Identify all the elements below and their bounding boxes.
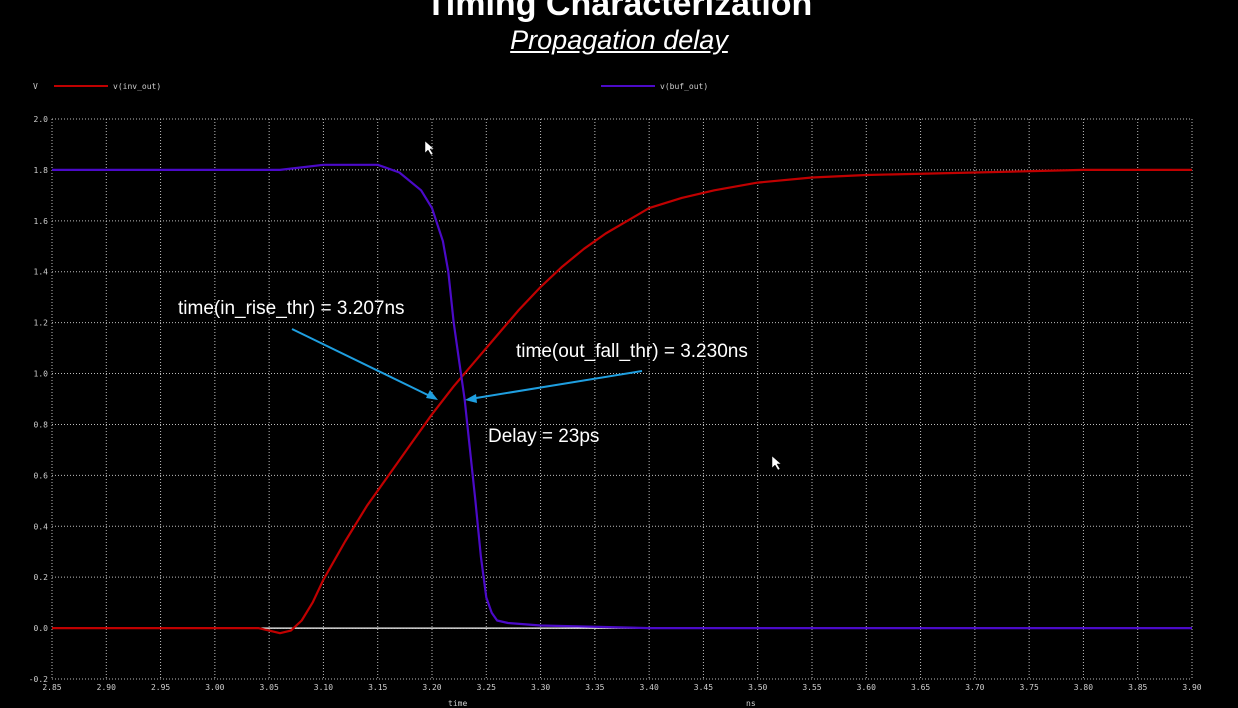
x-tick-label: 3.35 (585, 683, 604, 692)
mouse-cursor-icon (424, 140, 435, 156)
x-tick-label: 3.65 (911, 683, 930, 692)
x-tick-label: 3.60 (857, 683, 876, 692)
x-tick-label: 3.75 (1020, 683, 1039, 692)
annotation-arrowhead-out-fall (465, 394, 477, 403)
series-layer (52, 163, 1192, 635)
annotation-layer: time(in_rise_thr) = 3.207ns time(out_fal… (178, 298, 748, 447)
y-tick-label: 2.0 (34, 115, 49, 124)
x-tick-label: 3.85 (1128, 683, 1147, 692)
annotation-out-fall-thr: time(out_fall_thr) = 3.230ns (516, 341, 748, 362)
y-axis-label: V (33, 82, 38, 91)
y-tick-label: 1.8 (34, 166, 49, 175)
x-tick-label: 3.70 (965, 683, 984, 692)
grid (51, 118, 1193, 680)
x-tick-label: 3.00 (205, 683, 224, 692)
annotation-arrowhead-in-rise (426, 390, 438, 400)
annotation-arrow-out-fall (469, 370, 643, 400)
x-tick-label: 3.90 (1182, 683, 1201, 692)
x-tick-label: 3.45 (694, 683, 713, 692)
x-tick-label: 3.50 (748, 683, 767, 692)
y-tick-label: 0.4 (34, 522, 49, 531)
x-tick-label: 3.80 (1074, 683, 1093, 692)
x-axis-label: time (448, 699, 467, 708)
axis-ticks: 2.85 2.90 2.95 3.00 3.05 3.10 3.15 3.20 3.25 3.30… (29, 115, 1202, 692)
y-tick-label: 1.4 (34, 268, 49, 277)
x-tick-label: 2.85 (42, 683, 61, 692)
x-tick-label: 3.05 (260, 683, 279, 692)
y-tick-label: 0.8 (34, 420, 49, 429)
series-line-buf-out (52, 163, 1192, 630)
y-tick-label: 1.6 (34, 217, 49, 226)
annotation-in-rise-thr: time(in_rise_thr) = 3.207ns (178, 298, 405, 319)
legend-label-buf-out: v(buf_out) (660, 82, 708, 91)
mouse-cursor-icon-2 (771, 455, 782, 471)
x-axis-unit: ns (746, 699, 756, 708)
x-tick-label: 3.10 (314, 683, 333, 692)
annotation-delay: Delay = 23ps (488, 426, 599, 447)
x-tick-label: 2.90 (97, 683, 116, 692)
y-tick-label: -0.2 (29, 675, 48, 684)
legend-label-inv-out: v(inv_out) (113, 82, 161, 91)
x-tick-label: 3.30 (531, 683, 550, 692)
series-line-inv-out (52, 168, 1192, 635)
y-tick-label: 0.2 (34, 573, 49, 582)
x-tick-label: 3.40 (640, 683, 659, 692)
y-tick-label: 0.0 (34, 624, 49, 633)
x-tick-label: 3.25 (477, 683, 496, 692)
page-subtitle: Propagation delay (510, 25, 728, 55)
x-tick-label: 3.20 (422, 683, 441, 692)
y-tick-label: 1.2 (34, 319, 49, 328)
page-title: Timing Characterization (425, 0, 813, 23)
y-tick-label: 0.6 (34, 471, 49, 480)
x-tick-label: 3.15 (368, 683, 387, 692)
x-tick-label: 2.95 (151, 683, 170, 692)
y-tick-label: 1.0 (34, 370, 49, 379)
annotation-arrow-in-rise (291, 328, 435, 399)
x-tick-label: 3.55 (802, 683, 821, 692)
